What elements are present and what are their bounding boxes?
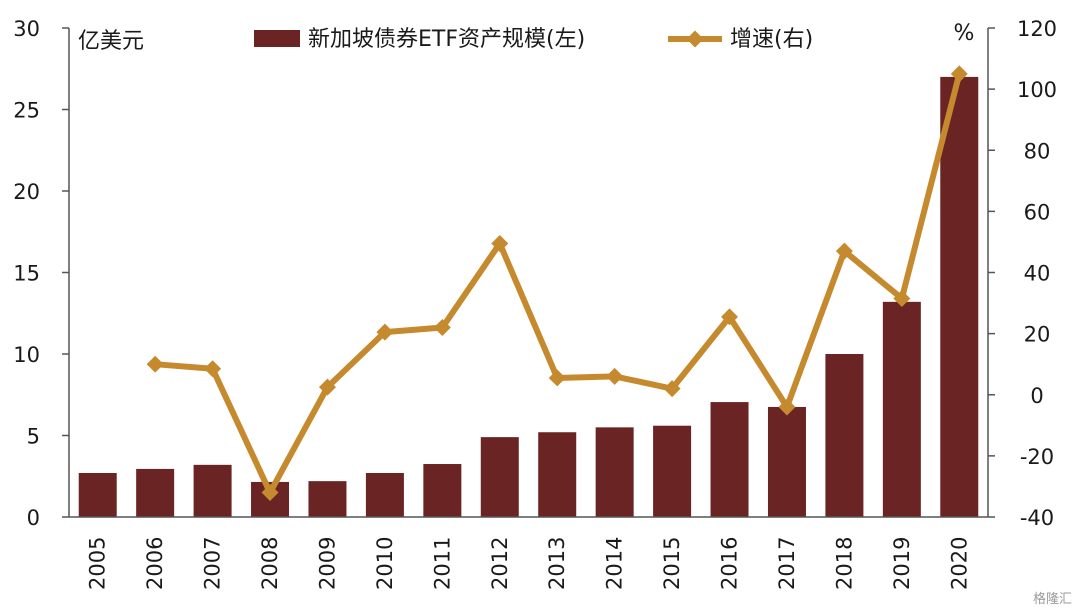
bar-2010 (365, 472, 404, 517)
growth-point-2017 (778, 398, 796, 416)
x-tick-label-2016: 2016 (718, 537, 742, 590)
bar-2005 (78, 472, 117, 517)
x-tick-label-2005: 2005 (86, 537, 110, 590)
left-unit-label: 亿美元 (78, 29, 144, 54)
bar-2012 (480, 437, 519, 517)
growth-point-2013 (548, 369, 566, 387)
growth-point-2019 (893, 289, 911, 307)
x-tick-label-2006: 2006 (143, 537, 167, 590)
x-tick-label-2008: 2008 (258, 537, 282, 590)
right-tick-label: 20 (1024, 323, 1051, 347)
bar-2020 (940, 76, 979, 518)
right-tick-label: 60 (1024, 200, 1051, 224)
x-tick-label-2018: 2018 (832, 537, 856, 590)
growth-point-2012 (491, 234, 509, 252)
legend-bar-label: 新加坡债券ETF资产规模(左) (308, 27, 585, 52)
bar-2006 (136, 468, 175, 517)
right-axis-ticks: -40 -20 0 20 40 60 80 100 120 (988, 17, 1057, 530)
x-tick-label-2017: 2017 (775, 537, 799, 590)
left-tick-label: 5 (27, 425, 40, 449)
left-tick-label: 15 (13, 262, 40, 286)
right-tick-label: -40 (1020, 506, 1054, 530)
bar-2013 (538, 432, 577, 517)
growth-point-2016 (721, 308, 739, 326)
left-tick-label: 30 (13, 17, 40, 41)
x-tick-label-2007: 2007 (201, 537, 225, 590)
right-tick-label: 0 (1030, 384, 1043, 408)
growth-point-2008 (261, 484, 279, 502)
x-tick-label-2014: 2014 (603, 537, 627, 590)
growth-point-2020 (950, 65, 968, 83)
growth-point-2010 (376, 323, 394, 341)
x-tick-label-2020: 2020 (947, 537, 971, 590)
x-tick-label-2015: 2015 (660, 537, 684, 590)
x-axis-ticks: 2005 2006 2007 2008 2009 2010 2011 2012 2013 2014… (86, 537, 972, 590)
bar-2015 (653, 425, 692, 517)
right-tick-label: 100 (1017, 78, 1057, 102)
bar-series (78, 76, 979, 518)
x-tick-label-2019: 2019 (890, 537, 914, 590)
left-tick-label: 20 (13, 180, 40, 204)
left-tick-label: 10 (13, 343, 40, 367)
x-tick-label-2011: 2011 (430, 537, 454, 590)
growth-point-2011 (433, 319, 451, 336)
left-tick-label: 25 (13, 99, 40, 123)
x-tick-label-2009: 2009 (315, 537, 339, 590)
bar-2018 (825, 354, 864, 517)
bar-2016 (710, 402, 749, 517)
right-tick-label: 120 (1017, 17, 1057, 41)
right-tick-label: 40 (1024, 262, 1051, 286)
x-tick-label-2013: 2013 (545, 537, 569, 590)
legend-line-label: 增速(右) (730, 27, 813, 52)
growth-point-2007 (204, 360, 222, 378)
legend-line-marker (686, 30, 704, 48)
growth-point-2006 (146, 355, 164, 373)
bar-2009 (308, 481, 347, 517)
bar-2019 (882, 301, 921, 517)
right-tick-label: -20 (1020, 445, 1054, 469)
bar-2007 (193, 464, 232, 517)
left-tick-label: 0 (27, 506, 40, 530)
legend: 新加坡债券ETF资产规模(左) 增速(右) (254, 27, 813, 52)
growth-point-2018 (835, 242, 853, 260)
bar-2011 (423, 464, 462, 517)
bar-2014 (595, 427, 634, 517)
x-tick-label-2012: 2012 (488, 537, 512, 590)
left-axis-ticks: 0 5 10 15 20 25 30 (13, 17, 69, 530)
x-tick-label-2010: 2010 (373, 537, 397, 590)
growth-point-2014 (606, 367, 624, 385)
growth-point-2009 (318, 378, 336, 396)
right-unit-label: % (954, 21, 975, 46)
line-series (146, 65, 968, 502)
growth-point-2015 (663, 380, 681, 398)
watermark: 格隆汇 (1032, 592, 1072, 607)
bar-2017 (767, 406, 806, 517)
legend-bar-swatch (254, 30, 300, 47)
right-tick-label: 80 (1024, 139, 1051, 163)
